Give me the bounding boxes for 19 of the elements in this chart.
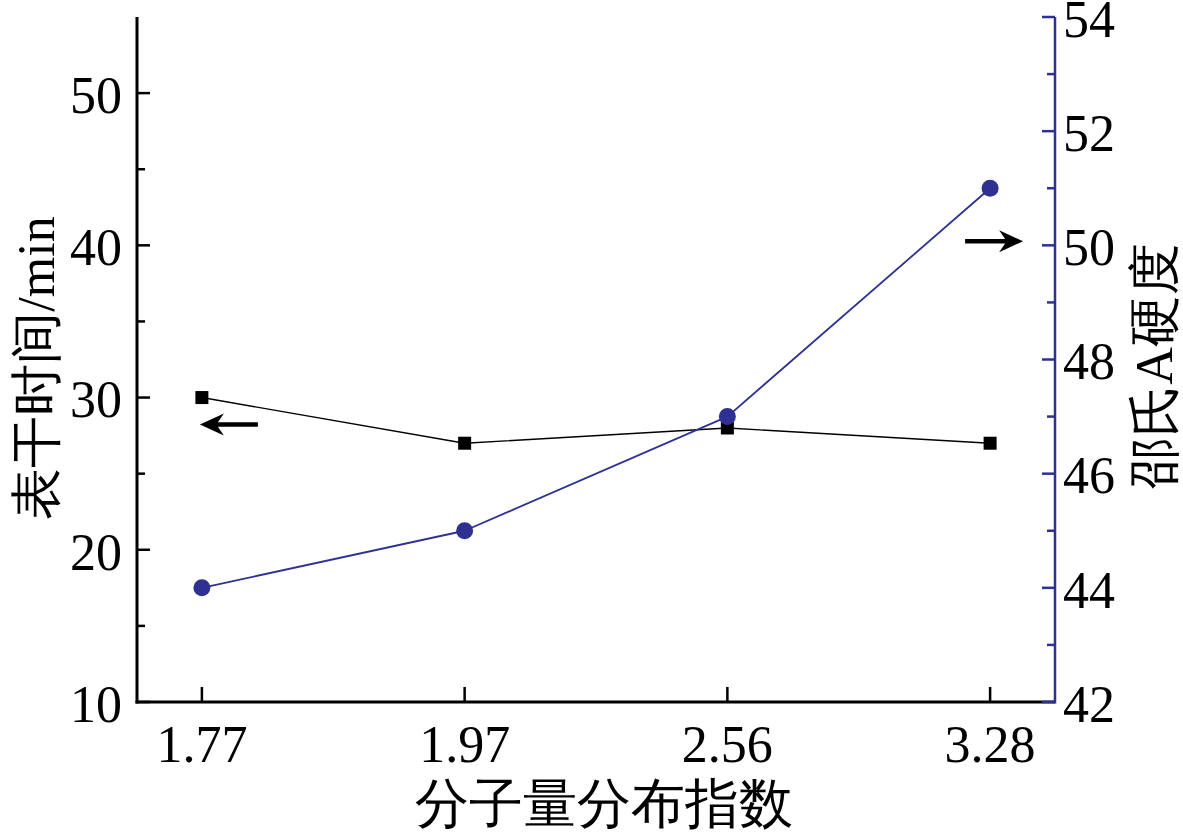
y2-tick-label: 48 <box>1063 333 1115 391</box>
y-tick-label: 20 <box>70 523 122 581</box>
y-tick-label: 30 <box>70 371 122 429</box>
y2-tick-label: 42 <box>1063 675 1115 733</box>
y-tick-label: 10 <box>70 675 122 733</box>
y-axis-title: 表干时间/min <box>8 216 65 520</box>
y-tick-label: 40 <box>70 219 122 277</box>
y-tick-label: 50 <box>70 66 122 124</box>
x-tick-label: 1.97 <box>419 716 511 773</box>
x-tick-label: 3.28 <box>944 716 1036 773</box>
y2-tick-label: 54 <box>1063 0 1115 48</box>
y2-tick-label: 44 <box>1063 561 1115 619</box>
x-tick-label: 2.56 <box>681 716 773 773</box>
y2-tick-label: 50 <box>1063 219 1115 277</box>
x-axis-title: 分子量分布指数 <box>415 774 793 834</box>
y2-axis-title: 邵氏A硬度 <box>1126 243 1183 489</box>
x-tick-label: 1.77 <box>156 716 248 773</box>
y2-tick-label: 52 <box>1063 104 1115 162</box>
y2-tick-label: 46 <box>1063 447 1115 505</box>
